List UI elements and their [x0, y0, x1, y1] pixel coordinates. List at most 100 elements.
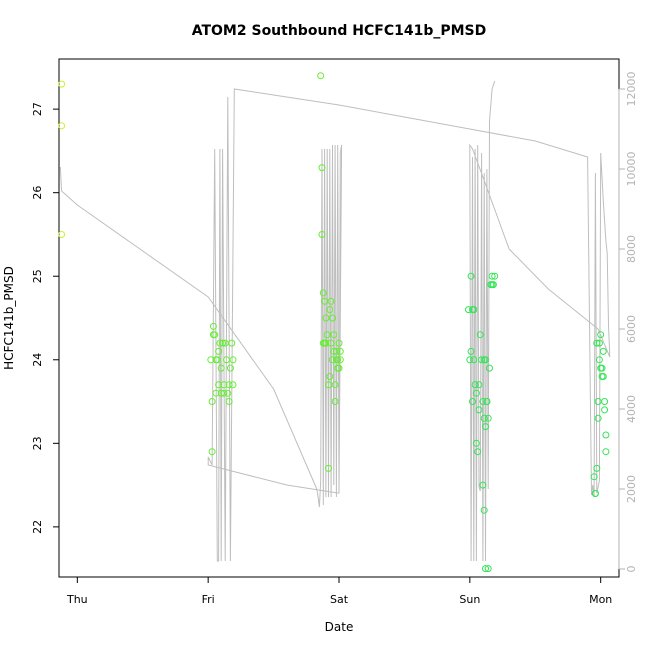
data-point: [472, 389, 480, 397]
data-point: [216, 339, 224, 347]
data-point: [325, 381, 332, 389]
data-point: [229, 381, 237, 389]
data-point: [474, 448, 482, 456]
data-point: [475, 381, 483, 389]
data-point: [322, 339, 330, 347]
data-point: [599, 347, 607, 355]
data-point: [602, 431, 610, 439]
data-point: [228, 339, 236, 347]
secondary-series-line: [59, 80, 611, 562]
data-point: [208, 448, 216, 456]
data-point: [215, 381, 223, 389]
data-point: [593, 464, 601, 472]
data-point: [318, 164, 326, 172]
data-point: [475, 406, 483, 414]
data-point: [334, 356, 342, 364]
data-point: [465, 306, 472, 314]
data-point: [219, 339, 227, 347]
data-point: [335, 339, 343, 347]
secondary-y-axis: 0 2000 4000 6000 8000 10000 12000: [618, 72, 638, 573]
data-point: [211, 331, 219, 339]
data-point: [58, 122, 66, 130]
data-point: [470, 356, 478, 364]
secondary-tick-label: 10000: [625, 152, 638, 187]
data-point: [467, 272, 475, 280]
data-point: [331, 381, 339, 389]
data-point: [317, 72, 325, 80]
data-point: [220, 381, 228, 389]
point-series: [58, 72, 610, 573]
data-point: [488, 272, 496, 280]
data-point: [472, 439, 480, 447]
data-point: [331, 398, 339, 405]
data-point: [329, 314, 336, 322]
data-point: [469, 398, 476, 405]
data-point: [471, 381, 479, 389]
data-point: [329, 356, 336, 364]
data-point: [594, 414, 602, 422]
data-point: [484, 414, 492, 422]
data-point: [482, 565, 489, 573]
data-point: [483, 398, 491, 405]
x-tick-label: Fri: [202, 593, 215, 606]
data-point: [326, 373, 334, 380]
data-point: [327, 297, 335, 305]
data-point: [599, 373, 607, 380]
data-point: [217, 389, 225, 397]
data-point: [470, 306, 478, 314]
data-point: [486, 364, 493, 372]
data-point: [598, 364, 606, 372]
data-point: [212, 389, 220, 397]
secondary-tick-label: 0: [625, 566, 638, 573]
data-point: [229, 356, 237, 364]
data-point: [591, 490, 599, 497]
data-point: [224, 389, 232, 397]
data-point: [479, 398, 487, 405]
data-point: [480, 414, 488, 422]
data-point: [590, 473, 598, 481]
data-point: [208, 398, 216, 405]
data-point: [482, 423, 489, 431]
y-tick-label: 22: [31, 520, 44, 534]
y-tick-label: 26: [31, 186, 44, 200]
y-axis-label: HCFC141b_PMSD: [2, 266, 16, 370]
data-point: [319, 289, 327, 297]
data-point: [336, 347, 344, 355]
data-point: [225, 398, 233, 405]
data-point: [482, 356, 489, 364]
data-point: [215, 347, 223, 355]
data-point: [593, 339, 601, 347]
x-tick-label: Sat: [330, 593, 349, 606]
secondary-tick-label: 6000: [625, 315, 638, 343]
data-point: [601, 406, 609, 414]
secondary-line-series: [59, 80, 611, 562]
x-tick-label: Sun: [459, 593, 480, 606]
data-point: [602, 448, 610, 456]
data-point: [213, 356, 221, 364]
data-point: [595, 339, 603, 347]
data-point: [476, 331, 484, 339]
data-point: [209, 322, 217, 330]
plot-frame: [58, 58, 620, 578]
data-point: [323, 331, 331, 339]
y-tick-label: 27: [31, 102, 44, 116]
data-point: [225, 381, 233, 389]
data-point: [336, 356, 344, 364]
x-tick-label: Mon: [589, 593, 612, 606]
data-point: [58, 231, 66, 238]
y-tick-label: 24: [31, 353, 44, 367]
data-point: [327, 339, 335, 347]
data-point: [58, 80, 66, 88]
x-axis-label: Date: [325, 620, 354, 634]
secondary-tick-label: 2000: [625, 475, 638, 503]
data-point: [326, 306, 334, 314]
data-point: [479, 481, 487, 489]
data-point: [597, 331, 605, 339]
data-point: [467, 347, 475, 355]
data-point: [491, 272, 499, 280]
data-point: [226, 364, 234, 372]
data-point: [595, 356, 603, 364]
y-axis: 22 23 24 25 26 27: [31, 102, 59, 534]
chart-title: ATOM2 Southbound HCFC141b_PMSD: [192, 23, 487, 39]
